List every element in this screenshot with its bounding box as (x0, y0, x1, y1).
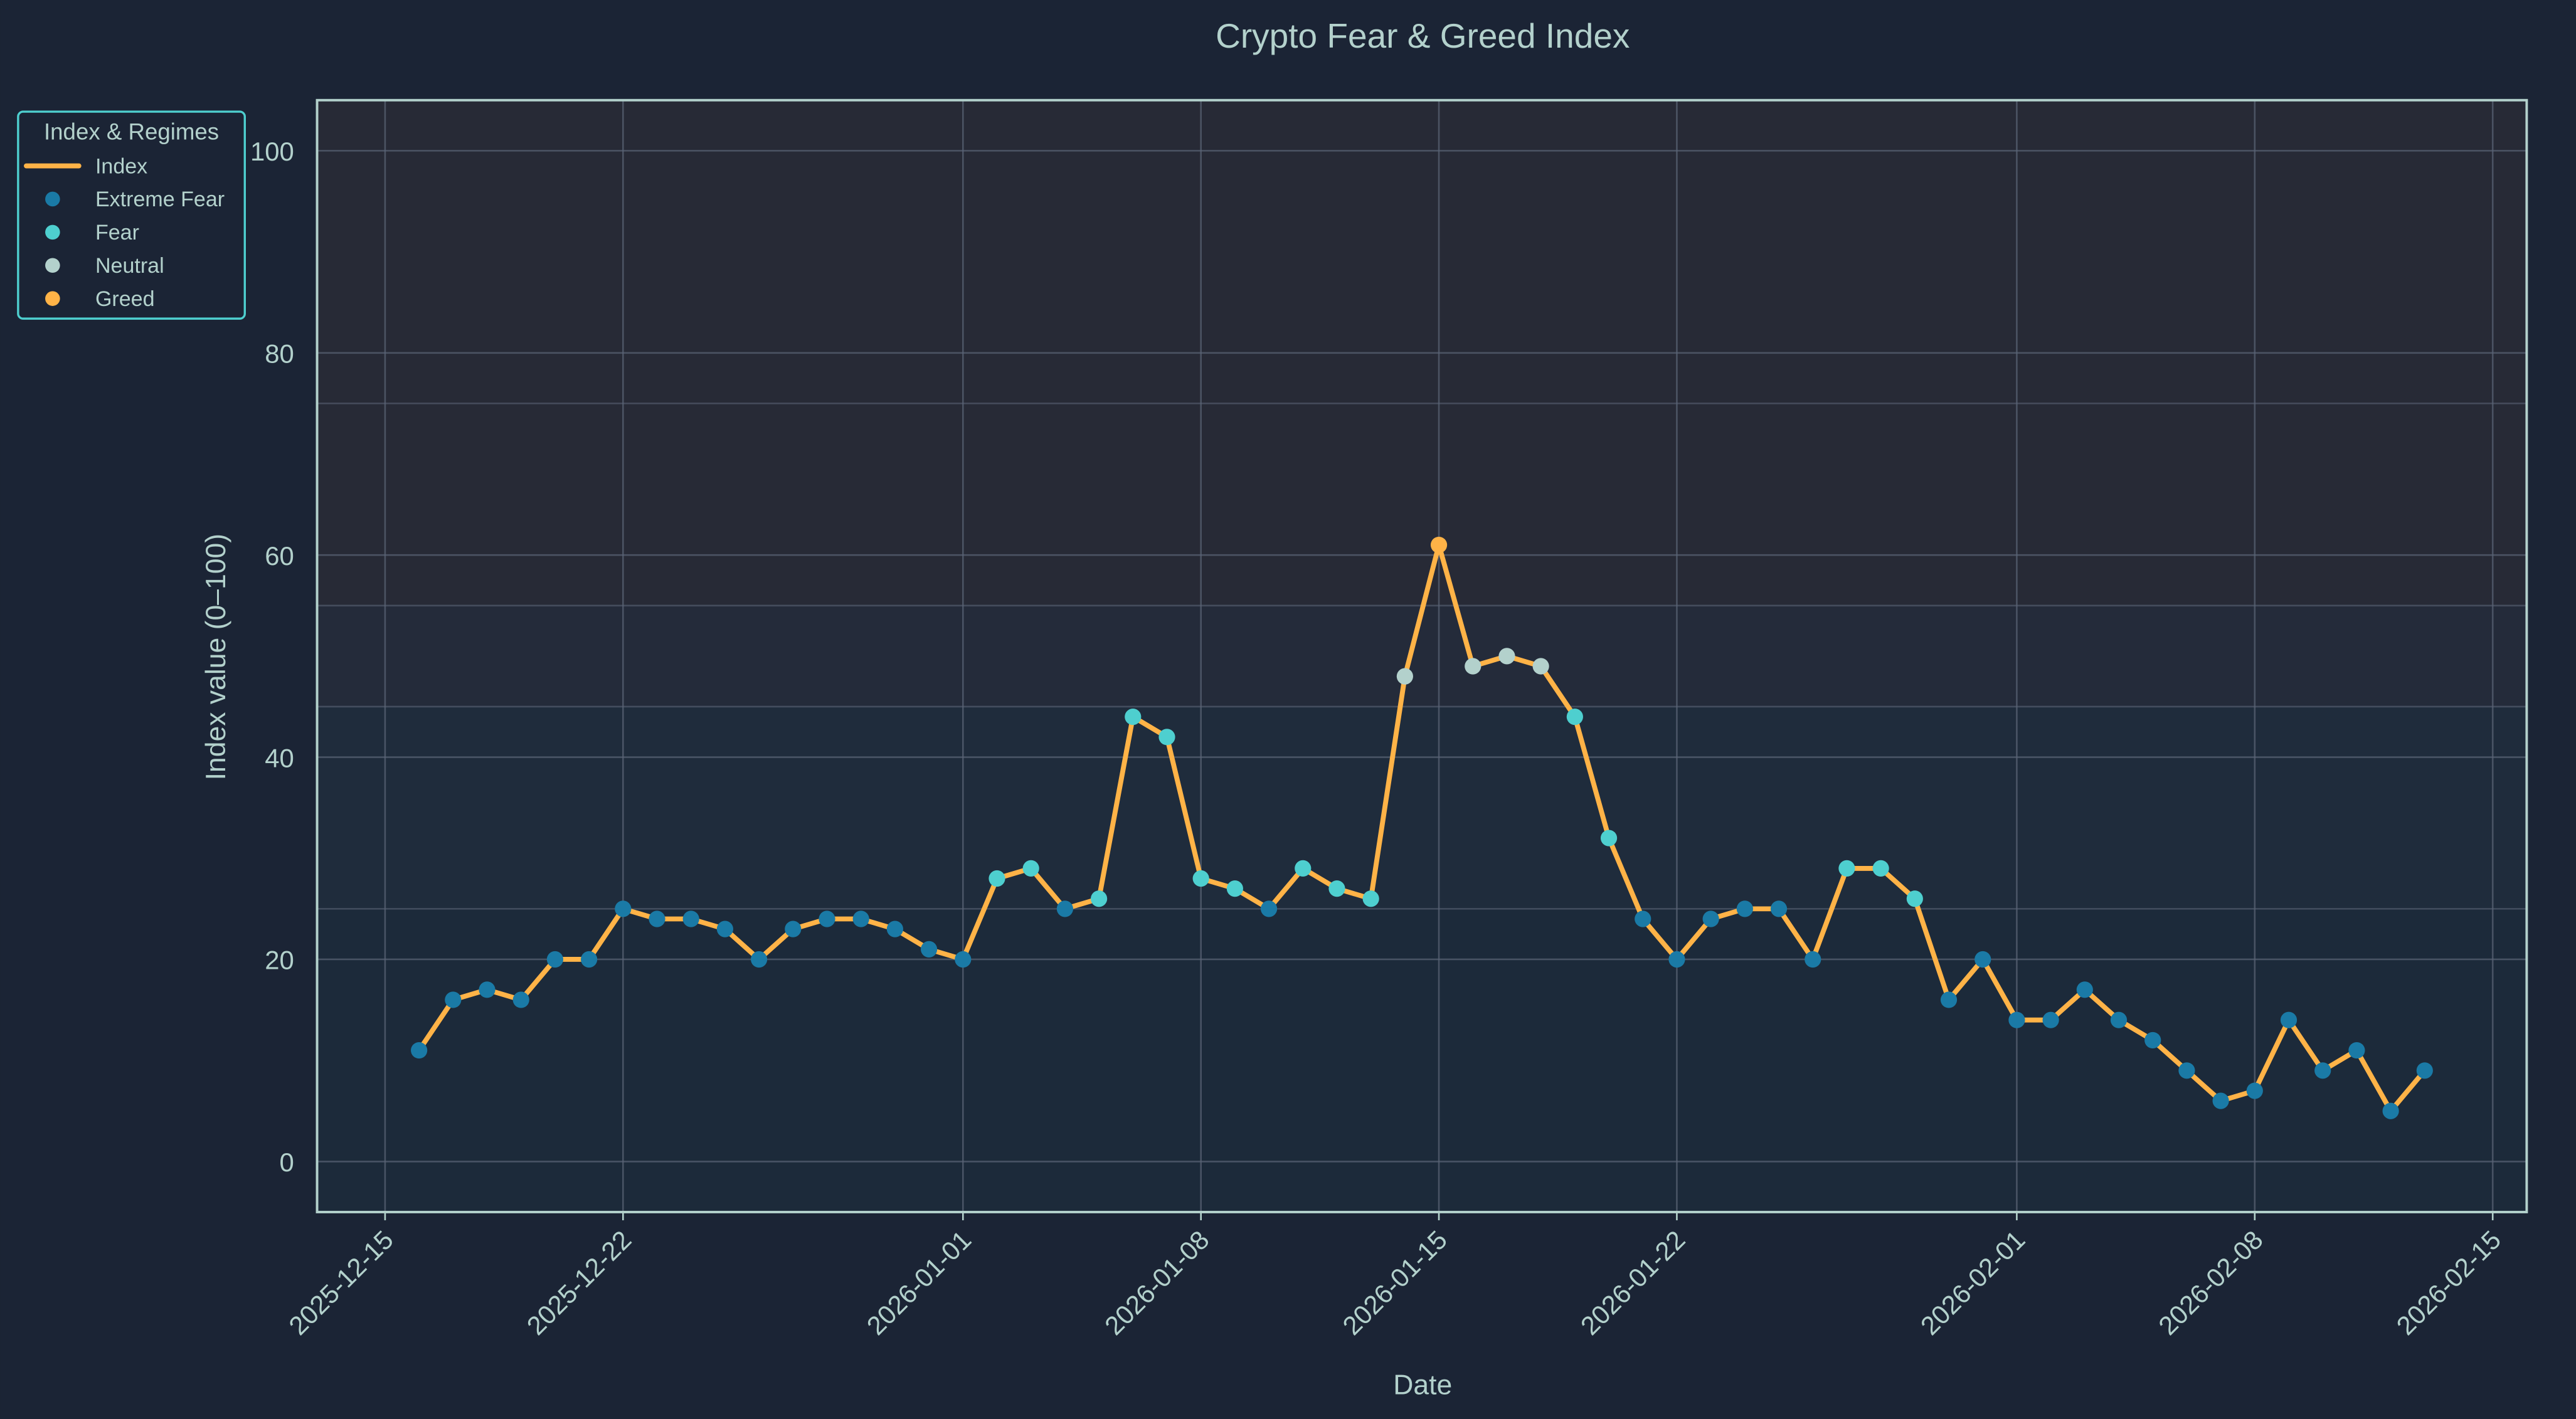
data-point-extreme-fear (615, 900, 632, 917)
chart-title: Crypto Fear & Greed Index (1216, 16, 1630, 55)
plot-frame (315, 98, 2528, 1213)
data-point-extreme-fear (2416, 1062, 2433, 1079)
data-point-fear (1295, 860, 1312, 877)
data-point-extreme-fear (852, 910, 869, 927)
data-point-neutral (1532, 658, 1549, 675)
data-point-fear (1362, 890, 1379, 907)
data-point-fear (1328, 880, 1345, 897)
data-point-greed (1430, 536, 1448, 554)
data-point-extreme-fear (1635, 910, 1651, 927)
data-point-extreme-fear (1770, 900, 1788, 917)
data-point-fear (989, 870, 1005, 887)
data-point-extreme-fear (2246, 1082, 2263, 1099)
data-point-fear (1158, 729, 1175, 746)
y-tick-label: 80 (265, 339, 294, 368)
legend-marker-icon (45, 258, 60, 273)
data-point-extreme-fear (1940, 991, 1958, 1008)
data-point-extreme-fear (2212, 1092, 2229, 1109)
data-point-extreme-fear (546, 951, 564, 968)
data-point-extreme-fear (921, 941, 938, 957)
data-point-extreme-fear (1668, 951, 1685, 968)
data-point-extreme-fear (2280, 1011, 2298, 1028)
regime-bands (317, 100, 2527, 1212)
data-point-extreme-fear (2076, 981, 2093, 998)
legend-marker-icon (45, 191, 60, 207)
data-point-extreme-fear (716, 921, 734, 937)
data-point-fear (1566, 708, 1583, 725)
data-point-fear (1906, 890, 1923, 907)
data-point-extreme-fear (411, 1042, 428, 1059)
y-tick-label: 100 (250, 137, 294, 166)
legend-label: Greed (95, 287, 155, 311)
regime-band (317, 100, 2527, 404)
data-point-extreme-fear (1056, 900, 1073, 917)
y-tick-label: 60 (265, 541, 294, 571)
regime-band (317, 909, 2527, 1212)
data-point-extreme-fear (2178, 1062, 2195, 1079)
data-point-extreme-fear (2348, 1042, 2365, 1059)
data-point-fear (1872, 860, 1889, 877)
regime-band (317, 706, 2527, 909)
y-tick-label: 0 (280, 1147, 294, 1177)
legend-label: Neutral (95, 254, 164, 278)
data-point-extreme-fear (751, 951, 768, 968)
data-point-fear (1090, 890, 1108, 907)
data-point-extreme-fear (785, 921, 802, 937)
data-point-fear (1600, 830, 1618, 847)
x-axis-label: Date (1393, 1370, 1452, 1401)
data-point-extreme-fear (2144, 1031, 2161, 1049)
data-point-extreme-fear (512, 991, 529, 1008)
data-point-extreme-fear (1260, 900, 1278, 917)
series-index (411, 536, 2433, 1119)
data-point-extreme-fear (2042, 1011, 2059, 1028)
data-point-fear (1022, 860, 1039, 877)
legend-marker-icon (45, 291, 60, 306)
data-point-extreme-fear (2314, 1062, 2331, 1079)
data-point-extreme-fear (1974, 951, 1991, 968)
data-point-extreme-fear (479, 981, 496, 998)
data-point-extreme-fear (1736, 900, 1753, 917)
data-point-extreme-fear (2110, 1011, 2128, 1028)
data-point-neutral (1498, 648, 1515, 665)
y-tick-label: 20 (265, 946, 294, 975)
data-point-extreme-fear (2008, 1011, 2025, 1028)
y-tick-label: 40 (265, 743, 294, 773)
grid (317, 100, 2527, 1212)
legend-marker-icon (45, 224, 60, 240)
data-point-extreme-fear (955, 951, 972, 968)
data-point-extreme-fear (445, 991, 462, 1008)
data-point-extreme-fear (1805, 951, 1821, 968)
data-point-extreme-fear (581, 951, 598, 968)
legend-label: Index (95, 154, 147, 178)
data-point-neutral (1396, 668, 1413, 685)
data-point-neutral (1465, 658, 1481, 675)
legend: Index & Regimes Index Extreme Fear Fear Neu… (17, 110, 246, 320)
legend-label: Fear (95, 221, 139, 245)
data-point-extreme-fear (1702, 910, 1719, 927)
regime-band (317, 403, 2527, 606)
data-point-fear (1192, 870, 1209, 887)
regime-band (317, 605, 2527, 707)
data-point-extreme-fear (886, 921, 903, 937)
data-point-extreme-fear (2382, 1102, 2399, 1119)
data-point-extreme-fear (682, 910, 699, 927)
legend-label: Extreme Fear (95, 187, 225, 211)
data-point-extreme-fear (819, 910, 835, 927)
data-point-fear (1226, 880, 1243, 897)
y-axis-ticks: 0 20 40 60 80 100 (250, 137, 294, 1177)
y-axis-label: Index value (0–100) (201, 534, 231, 781)
data-point-fear (1125, 708, 1142, 725)
data-point-fear (1838, 860, 1855, 877)
legend-title: Index & Regimes (44, 119, 219, 145)
data-point-extreme-fear (649, 910, 665, 927)
